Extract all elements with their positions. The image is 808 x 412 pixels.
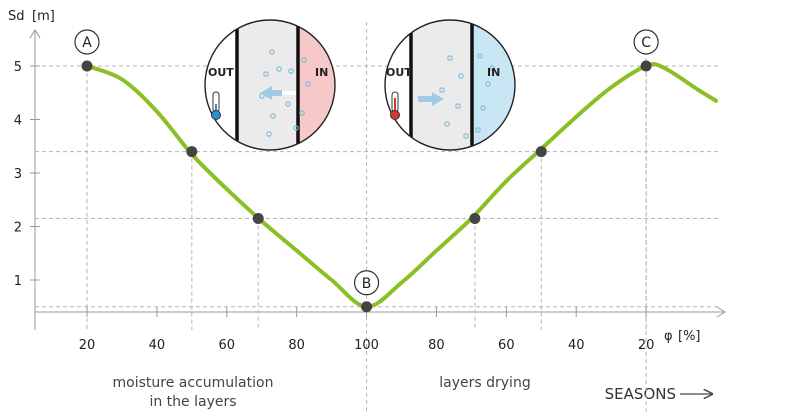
y-axis-unit: [m] <box>32 9 55 24</box>
curve-point <box>361 301 373 313</box>
point-label-circle <box>353 270 380 296</box>
inset-in-label: IN <box>487 66 500 79</box>
curve-point <box>469 212 481 224</box>
axis-ticks: 20 40 60 80 100 80 60 40 20 1 2 3 4 5 <box>14 60 655 353</box>
caption-moisture-accumulation: moisture accumulation <box>113 375 274 391</box>
y-axis-label: Sd <box>8 9 25 24</box>
x-axis-unit: [%] <box>678 329 701 344</box>
seasons-label: SEASONS <box>605 385 676 403</box>
point-label-c: C <box>641 35 651 51</box>
thermometer-hot-icon <box>390 91 400 120</box>
inset-out-label: OUT <box>386 66 412 79</box>
y-tick-label: 5 <box>14 60 22 75</box>
y-tick-label: 3 <box>14 167 22 182</box>
x-tick-label: 100 <box>354 338 379 353</box>
inset-layers-drying: OUT IN <box>384 19 516 151</box>
x-tick-label: 20 <box>79 338 96 353</box>
guide-lines <box>35 22 720 412</box>
x-tick-label: 60 <box>219 338 236 353</box>
point-label-circle <box>74 29 100 55</box>
y-tick-label: 1 <box>14 274 22 289</box>
caption-layers-drying: layers drying <box>439 375 530 391</box>
thermometer-cold-icon <box>211 91 221 120</box>
curve-point <box>81 60 93 72</box>
curve-point <box>535 146 547 158</box>
inset-in-zone <box>298 20 335 150</box>
x-axis-arrow <box>716 306 726 318</box>
x-tick-label: 40 <box>149 338 166 353</box>
point-label-circle <box>633 29 659 55</box>
inset-out-label: OUT <box>208 66 234 79</box>
y-tick-label: 2 <box>14 221 22 236</box>
inset-in-label: IN <box>315 66 328 79</box>
x-tick-label: 20 <box>638 338 655 353</box>
x-tick-label: 60 <box>498 338 515 353</box>
x-tick-label: 40 <box>568 338 585 353</box>
point-label-b: B <box>362 276 372 292</box>
curve-point <box>252 212 264 224</box>
x-tick-label: 80 <box>288 338 305 353</box>
curve-point <box>186 146 198 158</box>
x-axis-label: φ <box>664 329 673 344</box>
point-label-a: A <box>82 35 92 51</box>
y-tick-label: 4 <box>14 114 22 129</box>
curve-points: A B C <box>74 29 659 313</box>
arrow-right-icon <box>432 92 444 106</box>
curve-point <box>640 60 652 72</box>
arrow-left-icon <box>260 86 272 100</box>
inset-in-zone <box>472 20 515 150</box>
x-tick-label: 80 <box>428 338 445 353</box>
y-axis-arrow <box>29 29 41 39</box>
caption-in-the-layers: in the layers <box>149 394 236 410</box>
inset-moisture-accumulation: OUT IN <box>204 19 336 151</box>
